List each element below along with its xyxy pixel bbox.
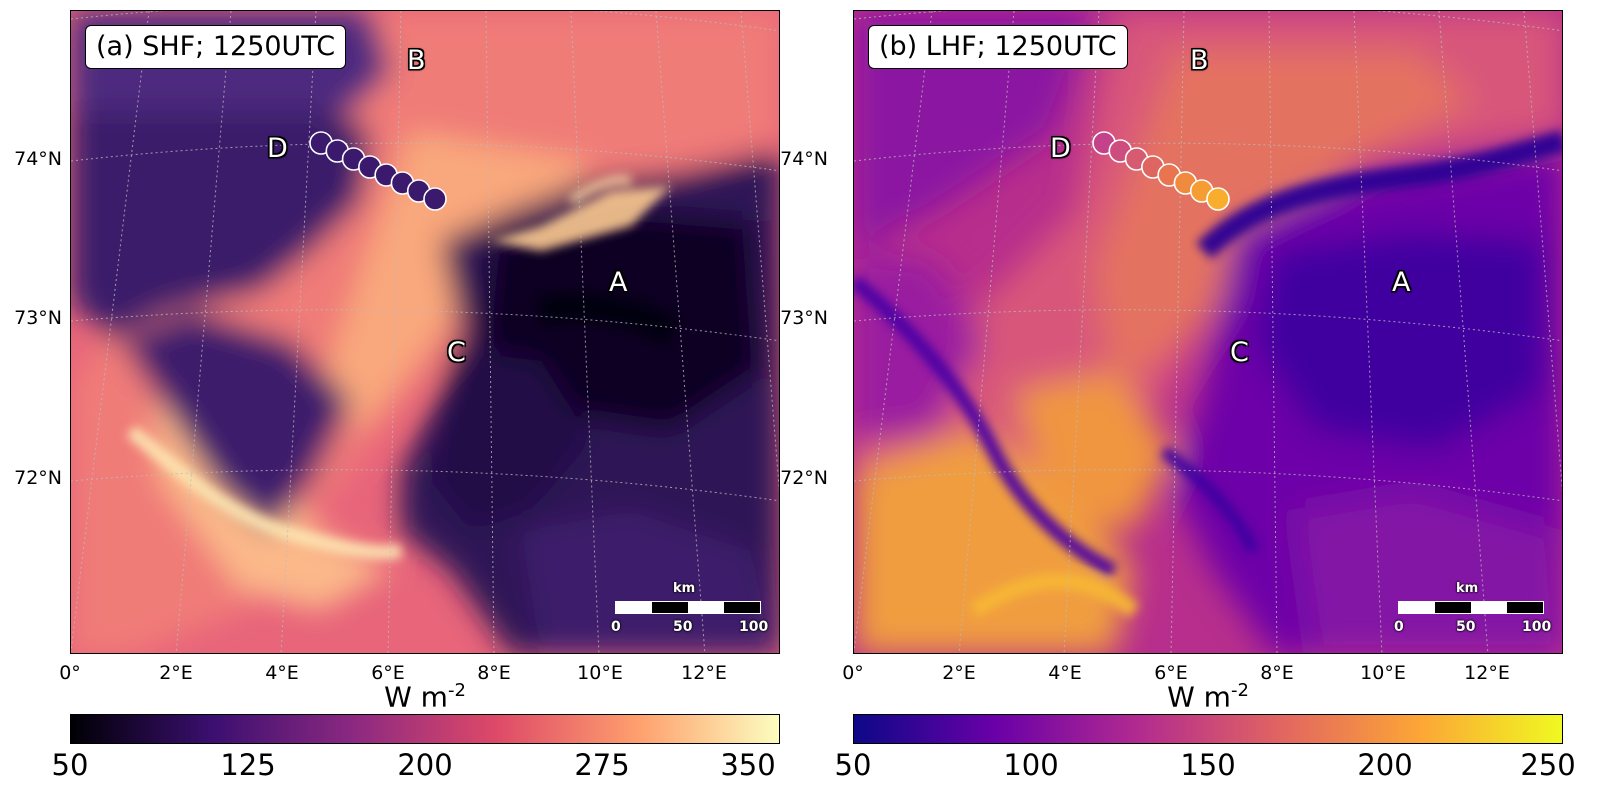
lon-label: 8°E [477, 662, 511, 684]
observation-markers [1092, 131, 1230, 211]
observation-point [1206, 187, 1230, 211]
lon-label: 12°E [681, 662, 727, 684]
shf-field-svg [71, 11, 779, 653]
lon-label: 10°E [1360, 662, 1406, 684]
lat-label-74n: 74°N [780, 148, 828, 170]
scale-tick: 0 [611, 619, 621, 635]
scale-bar-unit: km [673, 581, 696, 596]
panel-title: (b) LHF; 1250UTC [868, 25, 1128, 69]
region-label-b: B [407, 45, 426, 76]
lhf-field-map [854, 11, 1562, 653]
colorbar-tick: 50 [51, 748, 89, 782]
colorbar-label-shf: W m-2 [384, 680, 466, 713]
colorbar-unit: W m [1167, 680, 1231, 714]
colorbar-tick: 200 [1357, 748, 1413, 782]
observation-point [423, 187, 447, 211]
colorbar-tick: 125 [220, 748, 276, 782]
lon-label: 2°E [942, 662, 976, 684]
colorbar-tick: 275 [574, 748, 630, 782]
region-label-c: C [447, 337, 466, 368]
graticule [854, 11, 1562, 653]
map-panel-shf: (a) SHF; 1250UTC B D A C km 0 50 100 [70, 10, 780, 654]
scale-tick: 0 [1394, 619, 1404, 635]
shf-field-map [71, 11, 779, 653]
scale-tick: 100 [1522, 619, 1552, 635]
scale-bar: km 0 50 100 [1394, 581, 1554, 651]
scale-bar: km 0 50 100 [611, 581, 771, 651]
colorbar-unit-exponent: -2 [1230, 680, 1249, 701]
colorbar-label-lhf: W m-2 [1167, 680, 1249, 713]
region-label-d: D [267, 133, 288, 164]
lon-label: 12°E [1464, 662, 1510, 684]
scale-bar-segments [615, 601, 761, 614]
colorbar-unit-exponent: -2 [447, 680, 466, 701]
map-panel-lhf: (b) LHF; 1250UTC B D A C km 0 50 100 [853, 10, 1563, 654]
lon-label: 6°E [1154, 662, 1188, 684]
lon-label: 4°E [1048, 662, 1082, 684]
graticule [71, 11, 779, 653]
colorbar-tick: 50 [834, 748, 872, 782]
region-label-d: D [1050, 133, 1071, 164]
region-label-b: B [1190, 45, 1209, 76]
lon-label: 6°E [371, 662, 405, 684]
panel-title: (a) SHF; 1250UTC [85, 25, 347, 69]
colorbar-tick: 150 [1180, 748, 1236, 782]
lhf-field-svg [854, 11, 1562, 653]
scale-tick: 50 [673, 619, 693, 635]
region-label-a: A [1392, 267, 1411, 298]
lat-label-73n: 73°N [780, 307, 828, 329]
scale-bar-unit: km [1456, 581, 1479, 596]
colorbar-lhf [853, 714, 1563, 744]
lat-label-74n: 74°N [14, 148, 62, 170]
region-label-c: C [1230, 337, 1249, 368]
scale-bar-segments [1398, 601, 1544, 614]
colorbar-tick: 100 [1003, 748, 1059, 782]
lat-label-73n: 73°N [14, 307, 62, 329]
colorbar-tick: 350 [720, 748, 776, 782]
lon-label: 2°E [159, 662, 193, 684]
colorbar-unit: W m [384, 680, 448, 714]
lon-label: 10°E [577, 662, 623, 684]
lon-label: 8°E [1260, 662, 1294, 684]
colorbar-shf [70, 714, 780, 744]
lat-label-72n: 72°N [14, 467, 62, 489]
lon-label: 0° [842, 662, 864, 684]
lon-label: 4°E [265, 662, 299, 684]
lat-label-72n: 72°N [780, 467, 828, 489]
colorbar-tick: 250 [1520, 748, 1576, 782]
scale-tick: 100 [739, 619, 769, 635]
scale-tick: 50 [1456, 619, 1476, 635]
observation-markers [309, 131, 447, 211]
colorbar-tick: 200 [397, 748, 453, 782]
region-label-a: A [609, 267, 628, 298]
lon-label: 0° [59, 662, 81, 684]
